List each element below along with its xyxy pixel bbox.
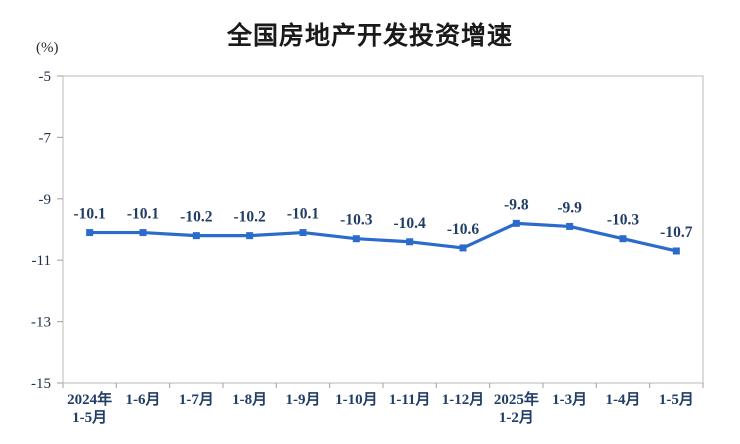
y-axis-tick-label: -7 <box>39 130 52 146</box>
x-axis-category-label: 1-7月 <box>179 391 214 408</box>
data-point-label: -10.3 <box>340 212 373 229</box>
x-axis-category-label: 1-10月 <box>335 391 378 408</box>
data-point-marker <box>246 232 254 240</box>
data-point-label: -10.1 <box>287 206 319 223</box>
y-axis-tick-label: -15 <box>31 376 51 392</box>
x-axis-category-label: 1-8月 <box>232 391 267 408</box>
data-point-label: -10.3 <box>607 212 640 229</box>
data-point-label: -10.7 <box>660 224 693 241</box>
chart-title: 全国房地产开发投资增速 <box>226 22 513 50</box>
y-axis-tick-label: -11 <box>32 253 51 269</box>
data-point-marker <box>86 229 94 237</box>
x-axis-category-label: 1-3月 <box>552 391 587 408</box>
x-axis-category-label: 2024年 1-5月 <box>67 390 112 426</box>
x-axis-category-label: 1-6月 <box>126 391 161 408</box>
data-point-marker <box>566 222 574 230</box>
data-point-label: -10.1 <box>127 206 159 223</box>
data-point-label: -9.9 <box>557 199 582 216</box>
data-point-marker <box>352 235 360 243</box>
data-point-label: -9.8 <box>504 196 529 213</box>
data-point-marker <box>672 247 680 255</box>
data-point-marker <box>299 229 307 237</box>
data-point-label: -10.2 <box>180 209 213 226</box>
data-point-marker <box>619 235 627 243</box>
data-point-marker <box>192 232 200 240</box>
x-axis-category-label: 1-12月 <box>442 391 485 408</box>
data-point-marker <box>459 244 467 252</box>
data-point-label: -10.2 <box>234 209 267 226</box>
x-axis-category-label: 1-9月 <box>286 391 321 408</box>
series-line <box>88 221 678 253</box>
data-point-label: -10.4 <box>394 215 427 232</box>
plot-frame <box>62 75 704 384</box>
y-axis-unit-label: (%) <box>36 40 59 56</box>
y-axis-tick-label: -13 <box>31 315 51 331</box>
x-axis-category-label: 1-5月 <box>659 391 694 408</box>
data-point-marker <box>512 219 520 227</box>
data-point-label: -10.1 <box>74 206 106 223</box>
x-axis-category-label: 1-11月 <box>389 391 431 408</box>
y-axis-tick-label: -5 <box>39 69 52 85</box>
y-axis-tick-label: -9 <box>39 192 52 208</box>
data-point-marker <box>406 238 414 246</box>
data-point-label: -10.6 <box>447 221 480 238</box>
data-point-marker <box>139 229 147 237</box>
x-axis-category-label: 2025年 1-2月 <box>494 390 539 426</box>
x-axis-category-label: 1-4月 <box>606 391 641 408</box>
